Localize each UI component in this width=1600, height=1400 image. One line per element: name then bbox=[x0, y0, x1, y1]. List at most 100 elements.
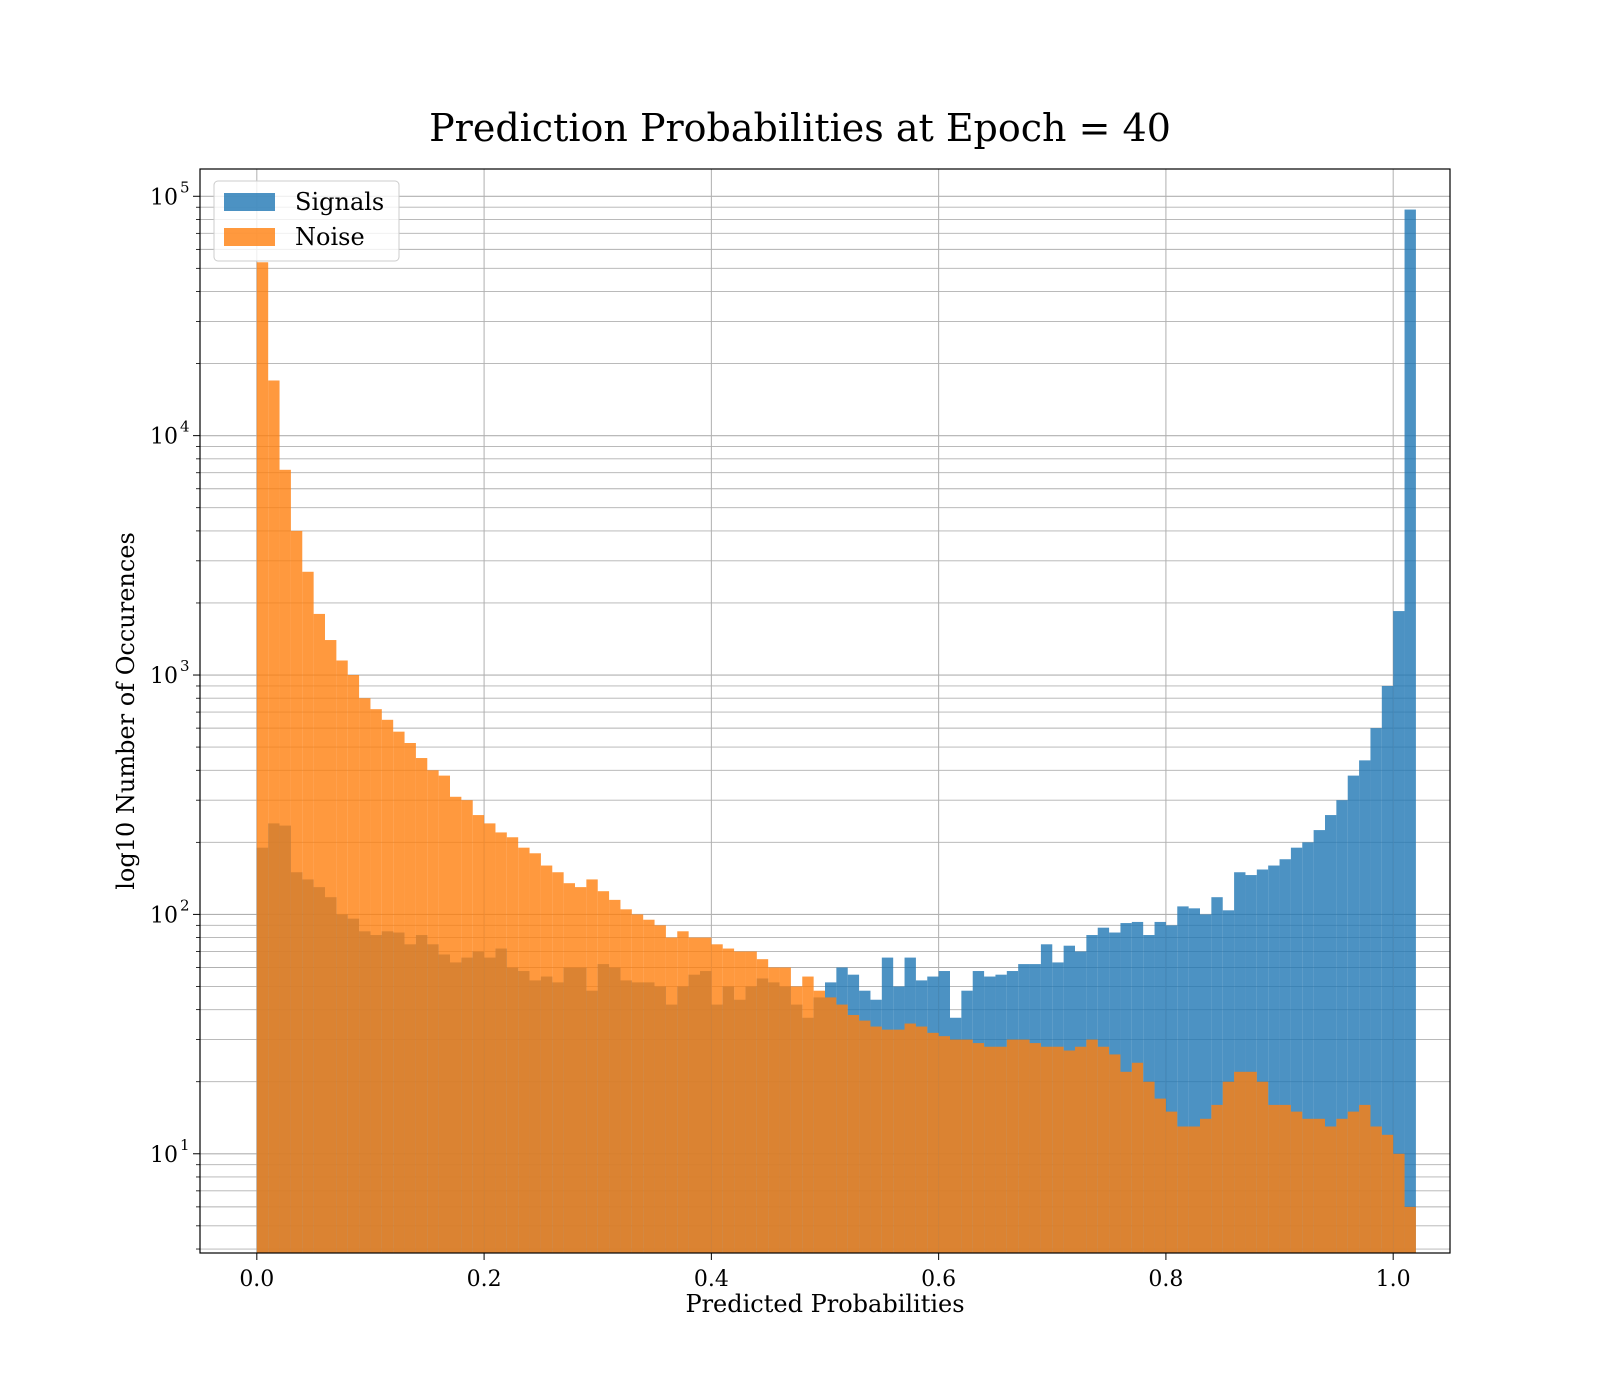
bar-noise-71 bbox=[1063, 1050, 1075, 1253]
bar-noise-61 bbox=[950, 1039, 962, 1253]
bar-signals-82 bbox=[1188, 908, 1200, 1253]
bar-signals-83 bbox=[1200, 914, 1212, 1253]
bar-signals-85 bbox=[1222, 910, 1235, 1253]
x-tick-label-3: 0.6 bbox=[921, 1267, 956, 1292]
plot-frame bbox=[199, 168, 1451, 1254]
bar-noise-31 bbox=[609, 899, 621, 1253]
y-tick-label-2: 10 bbox=[150, 664, 178, 689]
bar-noise-41 bbox=[722, 948, 735, 1253]
bar-noise-16 bbox=[438, 775, 450, 1253]
bar-noise-8 bbox=[347, 675, 360, 1253]
bar-signals-90 bbox=[1279, 859, 1291, 1253]
bar-signals-87 bbox=[1245, 875, 1257, 1253]
bar-noise-93 bbox=[1313, 1118, 1325, 1253]
bar-signals-95 bbox=[1336, 800, 1348, 1253]
bar-noise-19 bbox=[472, 815, 485, 1253]
bar-noise-49 bbox=[813, 990, 825, 1253]
bar-noise-1 bbox=[268, 380, 280, 1253]
bar-noise-37 bbox=[677, 931, 689, 1253]
bar-noise-54 bbox=[870, 1026, 882, 1253]
y-tick-label-4: 10 bbox=[150, 185, 178, 210]
bar-noise-80 bbox=[1165, 1111, 1178, 1253]
bar-signals-101 bbox=[1404, 209, 1416, 1253]
bar-noise-9 bbox=[359, 698, 371, 1253]
bar-noise-53 bbox=[859, 1020, 871, 1253]
y-tick-label-0: 10 bbox=[150, 1143, 178, 1168]
bar-noise-23 bbox=[518, 847, 530, 1253]
series-noise bbox=[256, 262, 1416, 1253]
bar-noise-64 bbox=[984, 1046, 996, 1253]
bar-noise-91 bbox=[1290, 1111, 1303, 1253]
bar-noise-6 bbox=[325, 640, 337, 1253]
bar-noise-11 bbox=[381, 719, 394, 1253]
bar-signals-93 bbox=[1313, 830, 1325, 1253]
bar-noise-66 bbox=[1006, 1039, 1019, 1253]
bar-noise-98 bbox=[1370, 1126, 1382, 1253]
x-axis-ticks: 0.0 0.2 0.4 0.6 0.8 1.0 bbox=[239, 1253, 1411, 1292]
bar-noise-52 bbox=[847, 1014, 860, 1253]
bar-noise-13 bbox=[404, 743, 416, 1253]
bar-noise-34 bbox=[643, 919, 655, 1253]
bar-noise-62 bbox=[961, 1039, 973, 1253]
bar-noise-22 bbox=[506, 837, 519, 1253]
bar-signals-81 bbox=[1177, 906, 1189, 1253]
bar-noise-84 bbox=[1211, 1104, 1223, 1253]
bar-noise-47 bbox=[790, 986, 803, 1253]
x-tick-label-5: 1.0 bbox=[1376, 1267, 1411, 1292]
bar-signals-79 bbox=[1154, 921, 1166, 1253]
bar-noise-95 bbox=[1336, 1118, 1348, 1253]
bar-noise-50 bbox=[825, 997, 837, 1253]
bar-noise-57 bbox=[904, 1023, 916, 1253]
bar-noise-51 bbox=[836, 1004, 848, 1253]
bar-noise-87 bbox=[1245, 1071, 1257, 1253]
bar-noise-56 bbox=[893, 1029, 905, 1253]
bar-noise-76 bbox=[1120, 1071, 1132, 1253]
bar-noise-73 bbox=[1086, 1039, 1098, 1253]
legend: Signals Noise bbox=[213, 180, 400, 262]
bar-noise-72 bbox=[1075, 1046, 1087, 1253]
bar-noise-26 bbox=[552, 872, 564, 1253]
bar-noise-32 bbox=[620, 909, 632, 1253]
y-tick-exponent-3: 4 bbox=[180, 418, 190, 436]
legend-swatch-noise bbox=[224, 228, 275, 246]
bar-signals-100 bbox=[1393, 611, 1405, 1253]
bar-noise-68 bbox=[1029, 1043, 1041, 1253]
bar-noise-33 bbox=[631, 914, 644, 1253]
bar-noise-35 bbox=[654, 925, 666, 1253]
bar-noise-43 bbox=[745, 951, 757, 1253]
bar-noise-59 bbox=[927, 1032, 939, 1253]
y-tick-exponent-1: 2 bbox=[180, 896, 190, 914]
bar-noise-101 bbox=[1404, 1206, 1416, 1253]
bars bbox=[256, 209, 1416, 1253]
y-tick-label-3: 10 bbox=[150, 425, 178, 450]
bar-signals-80 bbox=[1165, 925, 1178, 1253]
legend-label-signals: Signals bbox=[295, 188, 384, 216]
y-tick-exponent-4: 5 bbox=[180, 178, 190, 196]
bar-noise-44 bbox=[756, 959, 769, 1253]
bar-noise-99 bbox=[1381, 1134, 1394, 1253]
bar-signals-92 bbox=[1302, 842, 1314, 1253]
bar-noise-60 bbox=[938, 1036, 950, 1253]
bar-noise-15 bbox=[427, 770, 439, 1253]
chart-title: Prediction Probabilities at Epoch = 40 bbox=[429, 106, 1171, 150]
x-tick-label-1: 0.2 bbox=[467, 1267, 502, 1292]
bar-noise-94 bbox=[1325, 1126, 1337, 1253]
bar-noise-21 bbox=[495, 832, 507, 1253]
x-tick-label-2: 0.4 bbox=[694, 1267, 729, 1292]
bar-signals-86 bbox=[1234, 872, 1246, 1253]
bar-noise-100 bbox=[1393, 1153, 1405, 1253]
bar-noise-25 bbox=[540, 865, 553, 1253]
bar-noise-70 bbox=[1052, 1046, 1064, 1253]
legend-swatch-signals bbox=[224, 193, 275, 211]
bar-noise-77 bbox=[1131, 1062, 1144, 1253]
x-axis-label: Predicted Probabilities bbox=[685, 1290, 964, 1318]
y-axis-label: log10 Number of Occurences bbox=[112, 532, 140, 890]
bar-noise-29 bbox=[586, 879, 598, 1253]
bar-noise-42 bbox=[734, 951, 746, 1253]
bar-noise-28 bbox=[575, 887, 587, 1253]
bar-signals-89 bbox=[1268, 865, 1280, 1253]
bar-signals-98 bbox=[1370, 728, 1382, 1253]
bar-noise-55 bbox=[881, 1029, 894, 1253]
